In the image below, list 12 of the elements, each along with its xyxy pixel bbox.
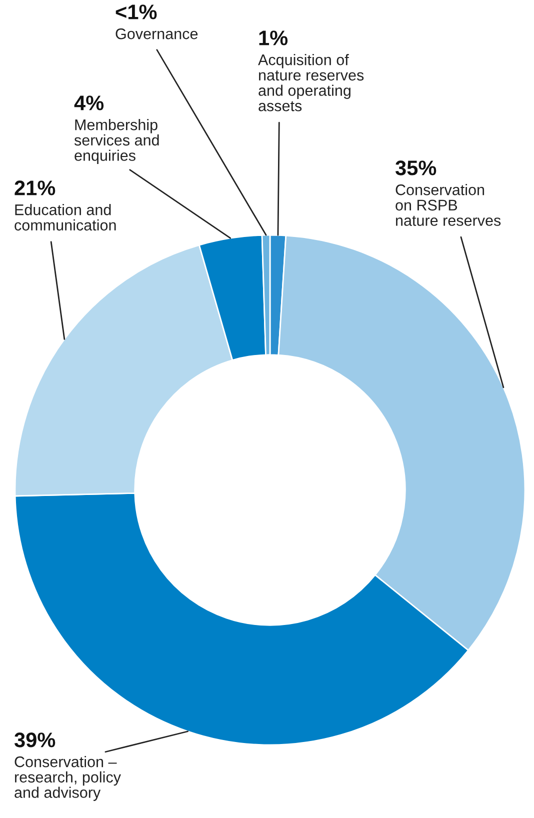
data-label: 39% bbox=[14, 732, 56, 748]
data-label: 35% bbox=[395, 160, 436, 176]
slice-label: Conservation – research, policy and advisory bbox=[14, 756, 121, 801]
data-label: 21% bbox=[14, 180, 56, 196]
slice-label: Conservation on RSPB nature reserves bbox=[396, 184, 501, 226]
data-label: <1% bbox=[116, 4, 157, 20]
slice-label: Education and communication bbox=[14, 204, 116, 231]
data-label: 1% bbox=[259, 30, 288, 46]
data-label: 4% bbox=[74, 96, 104, 110]
slice-label: Acquisition of nature reserves and operating assets bbox=[258, 54, 364, 112]
slice-label: Membership services and enquiries bbox=[74, 119, 159, 164]
slice-label: Governance bbox=[116, 28, 198, 40]
